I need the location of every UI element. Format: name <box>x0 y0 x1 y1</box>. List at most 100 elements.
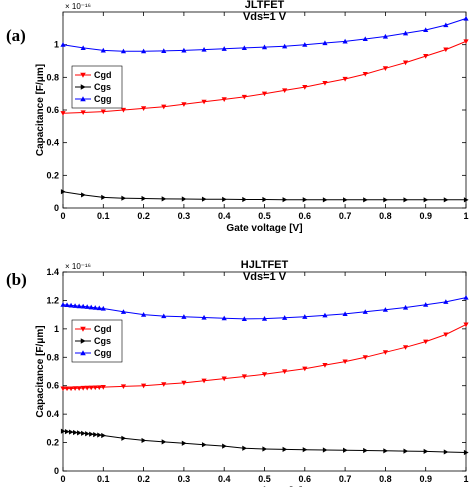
y-tick-label: 0.2 <box>46 170 59 180</box>
data-point <box>403 197 409 203</box>
data-point <box>443 197 449 203</box>
y-axis-label: Capacitance [F/μm] <box>35 64 46 156</box>
y-axis-label: Capacitance [F/μm] <box>35 325 46 417</box>
data-point <box>423 302 429 307</box>
data-point <box>141 106 147 111</box>
data-point <box>362 36 368 42</box>
data-point <box>85 431 90 437</box>
data-point <box>241 374 247 380</box>
x-tick-label: 0 <box>60 474 65 484</box>
data-point <box>60 111 66 116</box>
x-tick-label: 0.6 <box>299 474 312 484</box>
data-point <box>423 197 429 203</box>
legend-swatch-marker <box>80 84 86 90</box>
data-point <box>463 294 469 300</box>
data-point <box>322 447 328 453</box>
x-tick-label: 0.3 <box>178 474 191 484</box>
data-point <box>141 48 147 54</box>
data-point <box>101 194 106 200</box>
data-point <box>242 445 247 451</box>
data-point <box>76 386 82 391</box>
data-point <box>383 448 388 454</box>
data-point <box>241 94 247 100</box>
data-point <box>96 305 102 311</box>
data-point <box>161 48 167 53</box>
data-point <box>282 369 288 375</box>
y-tick-label: 1.4 <box>46 267 59 277</box>
x-axis-label: Gate voltage [V] <box>226 223 302 234</box>
series-cgs <box>60 428 469 456</box>
data-point <box>100 305 106 311</box>
data-point <box>141 383 147 389</box>
data-point <box>322 197 328 203</box>
x-tick-label: 0.8 <box>379 474 392 484</box>
data-point <box>201 46 207 52</box>
data-point <box>363 197 368 203</box>
legend-entry-label: Cgg <box>94 348 112 358</box>
data-point <box>423 339 429 345</box>
y-axis-multiplier: × 10⁻¹⁶ <box>65 262 91 271</box>
data-point <box>161 439 167 445</box>
data-point <box>141 437 147 444</box>
x-tick-label: 0.9 <box>419 474 432 484</box>
data-point <box>120 107 127 113</box>
data-point <box>120 384 127 390</box>
data-point <box>222 443 227 449</box>
data-point <box>322 363 328 368</box>
data-point <box>201 378 207 384</box>
data-point <box>221 315 227 321</box>
data-point <box>60 428 66 434</box>
x-tick-label: 0.4 <box>218 474 231 484</box>
plot-area-frame <box>62 271 467 472</box>
series-cgg <box>60 294 469 321</box>
data-point <box>100 385 106 390</box>
data-point <box>81 192 86 198</box>
legend: Cgd Cgs Cgg <box>71 65 123 109</box>
panel-label-a: (a) <box>6 26 26 45</box>
panel-label-b: (b) <box>6 270 27 289</box>
legend-swatch-marker <box>80 326 86 332</box>
y-tick-label: 0.6 <box>46 381 59 391</box>
data-point <box>402 30 409 36</box>
data-point <box>181 102 187 107</box>
data-point <box>443 332 449 338</box>
data-point <box>100 47 106 53</box>
data-point <box>201 99 207 105</box>
data-point <box>302 366 308 372</box>
legend-entry-label: Cgd <box>94 324 112 334</box>
data-point <box>241 45 247 51</box>
y-axis-multiplier: × 10⁻¹⁶ <box>65 2 91 11</box>
data-point <box>402 345 409 350</box>
x-tick-label: 1 <box>463 474 468 484</box>
data-point <box>261 91 268 97</box>
data-point <box>161 313 167 319</box>
data-point <box>463 39 469 44</box>
x-tick-label: 0.2 <box>137 211 150 221</box>
data-point <box>261 44 268 50</box>
data-point <box>93 432 98 438</box>
data-point <box>201 314 207 320</box>
data-point <box>92 305 98 310</box>
legend-swatch-marker <box>80 96 86 102</box>
legend-entry-label: Cgd <box>94 70 112 80</box>
legend-entry-label: Cgs <box>94 336 111 346</box>
y-tick-label: 1 <box>54 40 59 50</box>
data-point <box>362 71 368 77</box>
data-point <box>84 385 90 391</box>
data-point <box>64 302 70 308</box>
data-point <box>181 440 187 446</box>
x-tick-label: 0.1 <box>97 211 110 221</box>
data-point <box>221 97 227 102</box>
series-cgg <box>60 15 469 54</box>
data-point <box>463 197 469 203</box>
data-point <box>73 429 78 436</box>
data-point <box>60 42 66 47</box>
x-tick-label: 0.7 <box>339 474 352 484</box>
x-tick-label: 0.3 <box>178 211 191 221</box>
data-point <box>161 382 167 387</box>
data-point <box>60 302 66 307</box>
chart-title: HJLTFET <box>241 259 289 271</box>
chart-subtitle: Vds=1 V <box>243 11 287 23</box>
data-point <box>322 40 328 46</box>
